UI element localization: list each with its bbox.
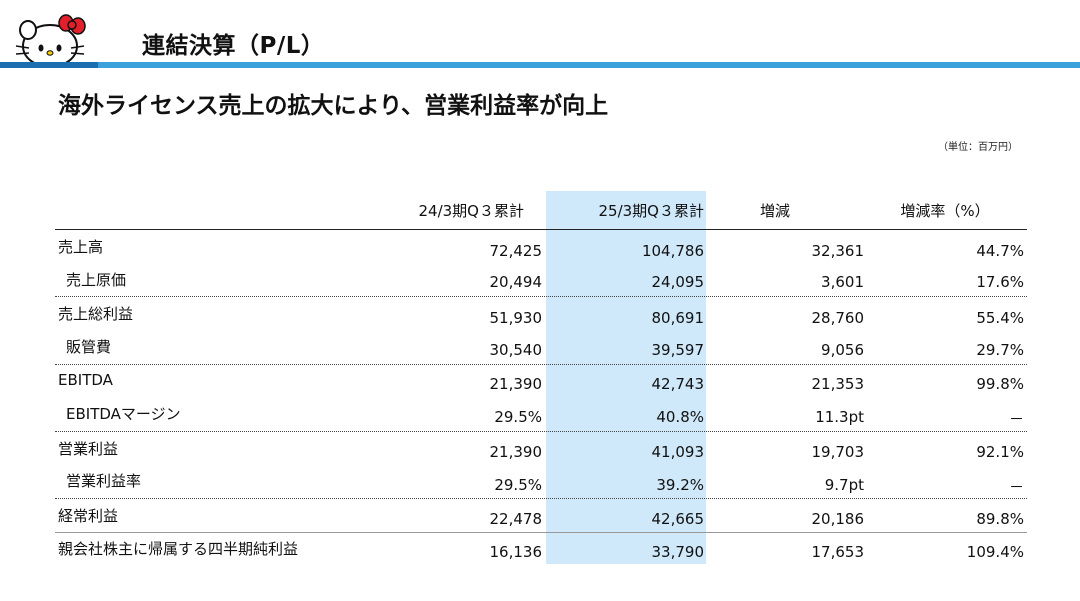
- row-label: 売上原価: [66, 271, 127, 289]
- row-label: 販管費: [66, 338, 112, 356]
- value-prev: 51,930: [489, 309, 543, 327]
- header-rule: [0, 62, 1080, 68]
- column-header-change-rate: 増減率（%）: [900, 202, 990, 220]
- value-change: 11.3pt: [815, 408, 864, 426]
- value-change-rate: －: [1008, 478, 1024, 496]
- value-current: 42,743: [651, 375, 705, 393]
- table-row: 親会社株主に帰属する四半期純利益: [0, 538, 1080, 558]
- row-label: 売上総利益: [58, 305, 134, 323]
- value-current: 39.2%: [656, 476, 704, 494]
- row-label: 経常利益: [58, 507, 119, 525]
- column-header-change: 増減: [759, 202, 790, 220]
- table-row: 売上総利益: [0, 303, 1080, 323]
- page-title: 連結決算（P/L）: [142, 33, 325, 59]
- value-prev: 29.5%: [494, 408, 542, 426]
- table-row-values: 16,136 33,790 17,653 109.4%: [0, 543, 1080, 563]
- value-change: 19,703: [811, 443, 865, 461]
- value-prev: 30,540: [489, 341, 543, 359]
- value-change: 17,653: [811, 543, 865, 561]
- value-prev: 16,136: [489, 543, 543, 561]
- row-divider: [55, 532, 1027, 533]
- table-row: 営業利益率: [0, 470, 1080, 490]
- value-prev: 29.5%: [494, 476, 542, 494]
- row-label: EBITDAマージン: [66, 405, 181, 423]
- value-change-rate: 17.6%: [976, 273, 1024, 291]
- value-change: 28,760: [811, 309, 865, 327]
- row-divider: [55, 296, 1027, 297]
- table-row-values: 51,930 80,691 28,760 55.4%: [0, 309, 1080, 329]
- value-current: 104,786: [641, 242, 704, 260]
- table-row-values: 22,478 42,665 20,186 89.8%: [0, 510, 1080, 530]
- value-change-rate: －: [1008, 410, 1024, 428]
- table-row-values: 72,425 104,786 32,361 44.7%: [0, 242, 1080, 262]
- value-change-rate: 92.1%: [976, 443, 1024, 461]
- value-change: 20,186: [811, 510, 865, 528]
- value-prev: 22,478: [489, 510, 543, 528]
- table-row: 売上高: [0, 236, 1080, 256]
- row-label: 売上高: [58, 238, 104, 256]
- row-divider: [55, 498, 1027, 499]
- value-change: 21,353: [811, 375, 865, 393]
- table-row-values: 29.5% 40.8% 11.3pt －: [0, 408, 1080, 428]
- value-change-rate: 89.8%: [976, 510, 1024, 528]
- value-change-rate: 109.4%: [966, 543, 1024, 561]
- value-change-rate: 55.4%: [976, 309, 1024, 327]
- value-prev: 21,390: [489, 375, 543, 393]
- row-label: 営業利益率: [66, 472, 142, 490]
- table-row-values: 29.5% 39.2% 9.7pt －: [0, 476, 1080, 496]
- table-row: 営業利益: [0, 438, 1080, 458]
- table-row: EBITDA: [0, 371, 1080, 391]
- value-change: 9.7pt: [824, 476, 864, 494]
- value-current: 24,095: [651, 273, 705, 291]
- value-change-rate: 44.7%: [976, 242, 1024, 260]
- table-header-rule: [55, 229, 1027, 230]
- table-row: 売上原価: [0, 269, 1080, 289]
- value-current: 42,665: [651, 510, 705, 528]
- table-row-values: 30,540 39,597 9,056 29.7%: [0, 341, 1080, 361]
- header-rule-accent: [0, 62, 98, 68]
- current-period-highlight: [546, 191, 706, 564]
- column-header-current: 25/3期Q３累計: [598, 202, 705, 220]
- value-current: 41,093: [651, 443, 705, 461]
- row-label: EBITDA: [58, 371, 113, 389]
- row-divider: [55, 431, 1027, 432]
- character-logo-icon: [15, 14, 86, 68]
- row-label: 営業利益: [58, 440, 119, 458]
- row-label: 親会社株主に帰属する四半期純利益: [58, 540, 299, 558]
- table-row-values: 21,390 42,743 21,353 99.8%: [0, 375, 1080, 395]
- value-prev: 72,425: [489, 242, 543, 260]
- value-prev: 21,390: [489, 443, 543, 461]
- table-row-values: 21,390 41,093 19,703 92.1%: [0, 443, 1080, 463]
- row-divider: [55, 364, 1027, 365]
- value-current: 80,691: [651, 309, 705, 327]
- table-row: 販管費: [0, 336, 1080, 356]
- table-row-values: 20,494 24,095 3,601 17.6%: [0, 273, 1080, 293]
- unit-note: （単位：百万円）: [938, 142, 1018, 153]
- value-current: 33,790: [651, 543, 705, 561]
- table-row: 経常利益: [0, 505, 1080, 525]
- column-header-prev: 24/3期Q３累計: [418, 202, 525, 220]
- value-current: 39,597: [651, 341, 705, 359]
- value-change: 32,361: [811, 242, 865, 260]
- value-change-rate: 99.8%: [976, 375, 1024, 393]
- value-current: 40.8%: [656, 408, 704, 426]
- value-prev: 20,494: [489, 273, 543, 291]
- table-row: EBITDAマージン: [0, 403, 1080, 423]
- value-change: 9,056: [821, 341, 864, 359]
- page-subtitle: 海外ライセンス売上の拡大により、営業利益率が向上: [58, 93, 609, 119]
- value-change: 3,601: [821, 273, 864, 291]
- value-change-rate: 29.7%: [976, 341, 1024, 359]
